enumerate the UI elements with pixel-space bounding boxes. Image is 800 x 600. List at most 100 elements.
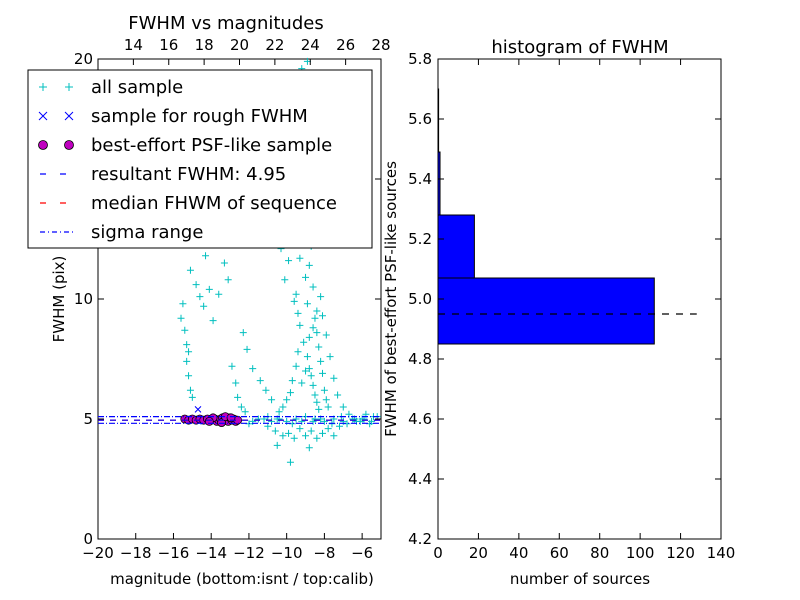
all-sample-point xyxy=(324,425,332,433)
all-sample-point xyxy=(234,393,242,401)
legend-items: all sample sample for rough FWHM best-effo… xyxy=(38,77,337,243)
all-sample-point xyxy=(196,293,204,301)
hist-x-tick-label: 60 xyxy=(550,544,569,562)
hist-x-tick-label: 0 xyxy=(433,544,443,562)
hist-x-tick-label: 140 xyxy=(707,544,736,562)
all-sample-point xyxy=(319,312,327,320)
all-sample-point xyxy=(205,285,213,293)
all-sample-point xyxy=(268,396,276,404)
histogram-bar xyxy=(437,277,655,345)
top-x-tick-label: 14 xyxy=(124,36,143,54)
all-sample-point xyxy=(188,393,196,401)
all-sample-point xyxy=(290,434,298,442)
histogram-y-ticks: 4.2 4.4 4.6 4.8 5.0 5.2 5.4 5.6 5.8 xyxy=(408,50,721,548)
hist-x-tick-label: 40 xyxy=(509,544,528,562)
legend-entry: best-effort PSF-like sample xyxy=(38,135,332,156)
hist-y-tick-label: 4.2 xyxy=(408,530,432,548)
x-tick-label: −8 xyxy=(313,544,335,562)
histogram-plot-area: 0 20 40 60 80 100 120 140 4.2 4.4 4.6 4.8 5.0 5.2 5.4… xyxy=(408,50,735,562)
x-tick-label: −14 xyxy=(195,544,227,562)
all-sample-point xyxy=(192,281,200,289)
all-sample-point xyxy=(330,432,338,440)
all-sample-point xyxy=(326,353,334,361)
all-sample-point xyxy=(309,283,317,291)
scatter-x-axis-label: magnitude (bottom:isnt / top:calib) xyxy=(110,570,374,588)
all-sample-point xyxy=(232,379,240,387)
chart-mark xyxy=(64,140,74,150)
all-sample-point xyxy=(279,432,287,440)
hist-y-tick-label: 5.0 xyxy=(408,290,432,308)
all-sample-point xyxy=(315,343,323,351)
all-sample-point xyxy=(298,379,306,387)
hist-y-tick-label: 5.8 xyxy=(408,50,432,68)
all-sample-point xyxy=(319,369,327,377)
all-sample-point xyxy=(273,441,281,449)
all-sample-point xyxy=(228,362,236,370)
scatter-y-axis-label: FWHM (pix) xyxy=(50,256,68,343)
all-sample-point xyxy=(319,429,327,437)
legend-entry: sample for rough FWHM xyxy=(38,106,308,127)
all-sample-point xyxy=(302,432,310,440)
all-sample-point xyxy=(181,326,189,334)
all-sample-point xyxy=(311,391,319,399)
hist-y-tick-label: 5.6 xyxy=(408,110,432,128)
all-sample-point xyxy=(320,417,328,425)
all-sample-point xyxy=(281,276,289,284)
chart-mark xyxy=(39,83,47,91)
all-sample-point xyxy=(286,458,294,466)
histogram-panel: histogram of FWHM 0 20 40 60 80 100 120 140 4.2… xyxy=(382,37,735,588)
legend-label: median FHWM of sequence xyxy=(91,193,337,214)
all-sample-point xyxy=(335,422,343,430)
legend-label: resultant FWHM: 4.95 xyxy=(91,164,286,185)
scatter-title: FWHM vs magnitudes xyxy=(128,13,323,34)
hist-x-tick-label: 120 xyxy=(666,544,695,562)
all-sample-point xyxy=(334,391,342,399)
y-tick-label: 10 xyxy=(74,290,93,308)
top-x-tick-label: 28 xyxy=(371,36,390,54)
all-sample-point xyxy=(313,434,321,442)
all-sample-point xyxy=(249,365,257,373)
all-sample-point xyxy=(315,405,323,413)
all-sample-point xyxy=(296,425,304,433)
scatter-top-ticks: 14 16 18 20 22 24 26 28 xyxy=(124,36,391,65)
all-sample-point xyxy=(368,417,376,425)
all-sample-point xyxy=(296,254,304,262)
all-sample-point xyxy=(256,377,264,385)
y-tick-label: 20 xyxy=(74,50,93,68)
legend-label: best-effort PSF-like sample xyxy=(91,135,332,156)
all-sample-point xyxy=(292,362,300,370)
x-tick-label: −10 xyxy=(271,544,303,562)
legend-label: sigma range xyxy=(91,222,203,243)
all-sample-point xyxy=(186,386,194,394)
all-sample-point xyxy=(302,367,310,375)
all-sample-point xyxy=(309,324,317,332)
all-sample-point xyxy=(296,321,304,329)
all-sample-point xyxy=(309,417,317,425)
all-sample-point xyxy=(183,357,191,365)
all-sample-point xyxy=(285,429,293,437)
all-sample-point xyxy=(185,348,193,356)
all-sample-point xyxy=(200,302,208,310)
all-sample-point xyxy=(324,403,332,411)
all-sample-point xyxy=(183,341,191,349)
scatter-plot-area: −20 −18 −16 −14 −12 −10 −8 −6 14 16 18 20 22 24 26 28 … xyxy=(74,36,391,562)
all-sample-point xyxy=(339,403,347,411)
hist-y-tick-label: 4.6 xyxy=(408,410,432,428)
all-sample-point xyxy=(317,357,325,365)
all-sample-point xyxy=(313,398,321,406)
all-sample-point xyxy=(262,386,270,394)
all-sample-point xyxy=(307,372,315,380)
all-sample-point xyxy=(202,252,210,260)
hist-x-tick-label: 100 xyxy=(626,544,655,562)
psf-like-sample-point xyxy=(204,416,214,426)
hist-y-tick-label: 4.8 xyxy=(408,350,432,368)
all-sample-point xyxy=(322,331,330,339)
scatter-legend: all sample sample for rough FWHM best-effo… xyxy=(27,69,373,249)
legend-label: sample for rough FWHM xyxy=(91,106,308,127)
histogram-bars xyxy=(437,88,655,345)
all-sample-point xyxy=(224,276,232,284)
all-sample-point xyxy=(288,377,296,385)
histogram-y-axis-label: FWHM of best-effort PSF-like sources xyxy=(382,161,400,437)
all-sample-point xyxy=(307,427,315,435)
top-x-tick-label: 18 xyxy=(195,36,214,54)
